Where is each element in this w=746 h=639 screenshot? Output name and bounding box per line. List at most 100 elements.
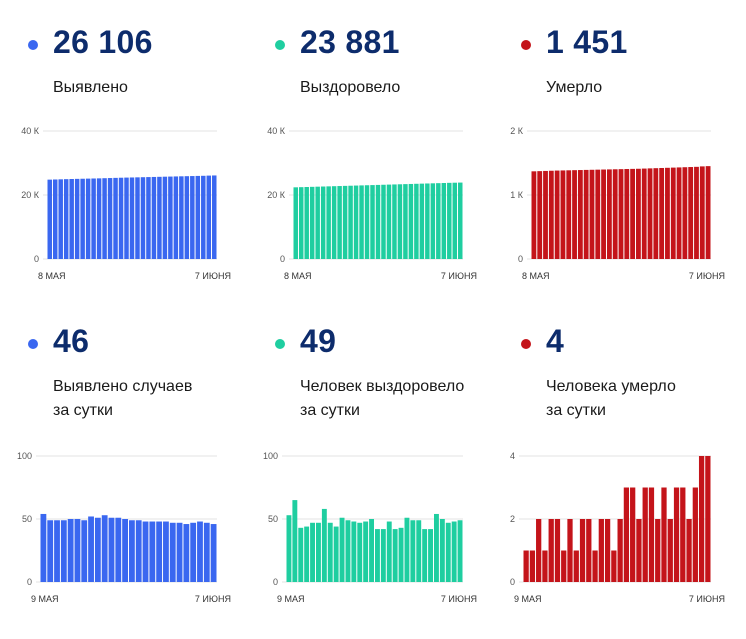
bar (598, 519, 604, 582)
bar (183, 524, 190, 582)
bar (129, 520, 135, 582)
daily-recovered-label-line2: за сутки (300, 402, 360, 419)
bar (102, 178, 107, 259)
bar (375, 184, 381, 259)
bar (184, 176, 190, 259)
bar (88, 516, 94, 582)
bar (618, 169, 624, 259)
recovered-dot-icon (275, 339, 285, 349)
bar (624, 169, 630, 259)
bar (655, 519, 661, 582)
bar (661, 487, 667, 582)
bar (428, 529, 433, 582)
bar (156, 521, 163, 582)
bar (129, 177, 135, 259)
bar (190, 176, 195, 259)
bar (705, 166, 711, 259)
x-start-label: 9 МАЯ (514, 594, 542, 604)
bar (439, 519, 445, 582)
bar (60, 520, 67, 582)
bar (342, 185, 348, 259)
bar (667, 519, 673, 582)
bar (364, 185, 370, 259)
bar (586, 519, 592, 582)
bar (583, 169, 589, 259)
x-start-label: 9 МАЯ (31, 594, 59, 604)
bar (298, 527, 304, 582)
bar (333, 526, 339, 582)
bar (201, 175, 206, 259)
x-end-label: 7 ИЮНЯ (441, 271, 477, 281)
bar (169, 522, 176, 582)
chart-total-deaths: 0 1 К 2 К 8 МАЯ 7 ИЮНЯ (510, 126, 725, 281)
bar (392, 184, 397, 259)
bar (122, 519, 128, 582)
bar (410, 520, 416, 582)
bar (425, 183, 430, 259)
bar (604, 519, 611, 582)
y-tick-label: 2 (510, 514, 515, 524)
bar (337, 186, 342, 259)
y-tick-label: 0 (510, 577, 515, 587)
bar (408, 183, 414, 259)
bar (529, 550, 536, 582)
bar (375, 529, 380, 582)
chart-daily-deaths: 0 2 4 9 МАЯ 7 ИЮНЯ (510, 451, 725, 604)
bar (682, 167, 688, 259)
panel-daily-confirmed: 46 Выявлено случаев за сутки (28, 323, 268, 639)
bar (623, 487, 630, 582)
bar (316, 522, 321, 582)
daily-confirmed-label-line2: за сутки (53, 402, 113, 419)
bar (113, 177, 118, 259)
bar (309, 186, 315, 259)
bar (434, 513, 439, 582)
bar (676, 167, 682, 259)
x-end-label: 7 ИЮНЯ (195, 594, 231, 604)
bar (560, 170, 566, 259)
bar (579, 519, 586, 582)
daily-recovered-label-line1: Человек выздоровело (300, 378, 465, 395)
y-tick-label: 0 (27, 577, 32, 587)
bar (457, 520, 463, 582)
bar (554, 519, 561, 582)
bar (135, 177, 140, 259)
bar (686, 519, 692, 582)
bar (190, 522, 197, 582)
bar (381, 184, 386, 259)
y-tick-label: 0 (34, 254, 39, 264)
bar (298, 187, 304, 259)
bar (206, 175, 212, 259)
bar (118, 177, 124, 259)
bar (321, 508, 327, 582)
bar (304, 187, 309, 259)
bar (173, 176, 179, 259)
x-start-label: 8 МАЯ (284, 271, 312, 281)
bar (380, 529, 386, 582)
bar (115, 517, 122, 582)
total-confirmed-value: 26 106 (53, 24, 153, 60)
x-end-label: 7 ИЮНЯ (441, 594, 477, 604)
y-tick-label: 40 К (267, 126, 286, 136)
daily-confirmed-value: 46 (53, 323, 90, 359)
bar (176, 522, 183, 582)
bar (592, 550, 598, 582)
x-start-label: 8 МАЯ (38, 271, 66, 281)
bar (665, 167, 670, 259)
total-confirmed-label-line1: Выявлено (53, 79, 128, 96)
chart-daily-confirmed: 0 50 100 9 МАЯ 7 ИЮНЯ (17, 451, 231, 604)
bar (548, 170, 554, 259)
daily-deaths-value: 4 (546, 323, 565, 359)
daily-recovered-value: 49 (300, 323, 337, 359)
bar (451, 521, 457, 582)
bar (339, 517, 345, 582)
bar (705, 456, 711, 582)
bar (286, 515, 292, 582)
x-end-label: 7 ИЮНЯ (689, 594, 725, 604)
bar (80, 178, 85, 259)
bar (47, 520, 54, 582)
bar (542, 550, 548, 582)
panel-daily-recovered: 49 Человек выздоровело за сутки (275, 323, 515, 639)
bar (642, 487, 648, 582)
bar (589, 169, 595, 259)
bar (67, 519, 74, 582)
